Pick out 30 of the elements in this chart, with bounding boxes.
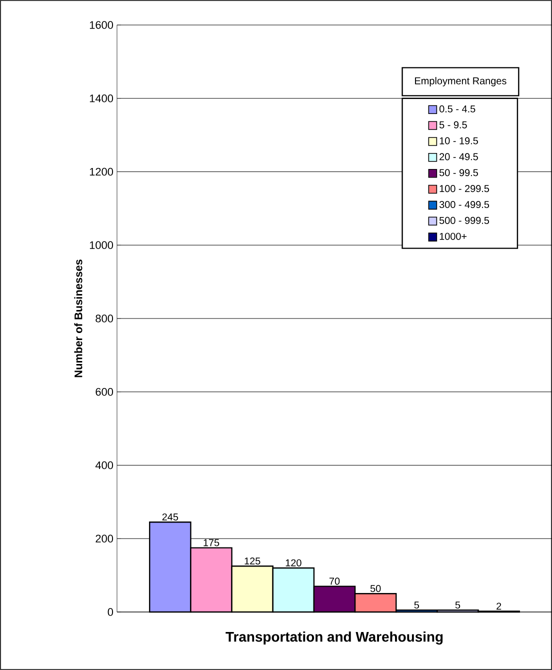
legend-label: 10 - 19.5 (440, 137, 478, 144)
legend-label: 50 - 99.5 (439, 169, 478, 176)
legend-label: 5 - 9.5 (439, 121, 467, 128)
legend-label: 1000+ (440, 232, 467, 240)
data-label: 175 (204, 539, 220, 546)
y-tick-label: 200 (96, 534, 114, 542)
y-tick-label: 1000 (90, 241, 114, 249)
y-tick-label: 600 (96, 388, 114, 396)
y-tick-label: 1400 (90, 94, 114, 102)
x-tick-label: Transportation and Warehousing (226, 632, 443, 645)
legend-label: 300 - 499.5 (439, 200, 490, 208)
data-label: 50 (370, 585, 381, 592)
legend-label: 20 - 49.5 (440, 153, 478, 160)
data-label: 5 (455, 602, 460, 609)
legend-label: 500 - 999.5 (439, 216, 490, 224)
y-tick-label: 0 (108, 608, 114, 616)
y-axis-title: Number of Businesses (74, 260, 82, 378)
y-tick-label: 800 (96, 314, 114, 322)
data-label: 5 (414, 602, 420, 609)
y-tick-label: 1200 (90, 168, 114, 176)
data-label: 125 (244, 557, 260, 565)
data-label: 120 (286, 559, 302, 566)
data-label: 245 (162, 513, 178, 521)
y-tick-label: 400 (95, 461, 114, 470)
data-label: 70 (329, 578, 340, 585)
legend-label: 0.5 - 4.5 (439, 105, 476, 112)
legend-title: Employment Ranges (415, 77, 506, 86)
y-tick-label: 1600 (90, 21, 114, 29)
data-label: 2 (496, 602, 502, 610)
legend-label: 100 - 299.5 (440, 185, 490, 192)
